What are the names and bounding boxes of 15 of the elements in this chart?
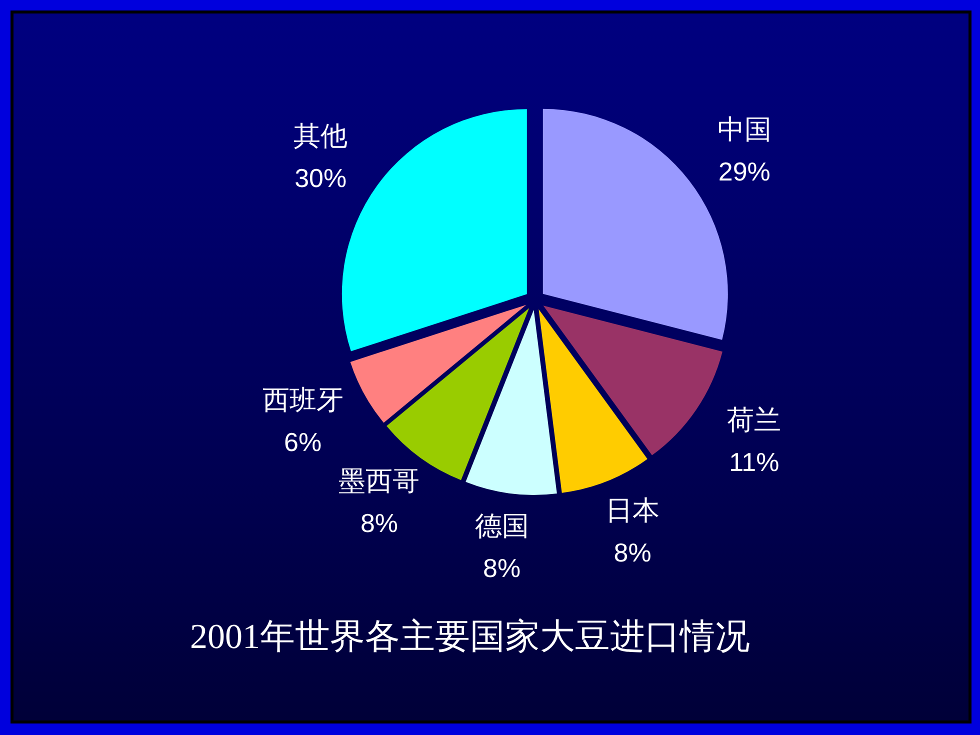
slice-label: 德国 <box>474 511 529 542</box>
text: 2001年世界各主要国家大豆进口情况 <box>190 617 750 656</box>
data-label: 8% <box>483 553 521 584</box>
data-label: 6% <box>284 426 322 457</box>
slice-label: 日本 <box>606 496 660 526</box>
slice-label: 中国 <box>717 114 772 145</box>
data-label: 8% <box>360 508 398 538</box>
slice-label: 其他 <box>294 120 348 151</box>
data-label: 30% <box>294 162 347 193</box>
data-label: 8% <box>614 538 652 568</box>
slice-label: 荷兰 <box>727 404 782 435</box>
data-label: 11% <box>729 446 780 477</box>
slice-label: 墨西哥 <box>338 466 420 496</box>
slice-label: 西班牙 <box>262 384 344 415</box>
data-label: 29% <box>718 156 770 187</box>
